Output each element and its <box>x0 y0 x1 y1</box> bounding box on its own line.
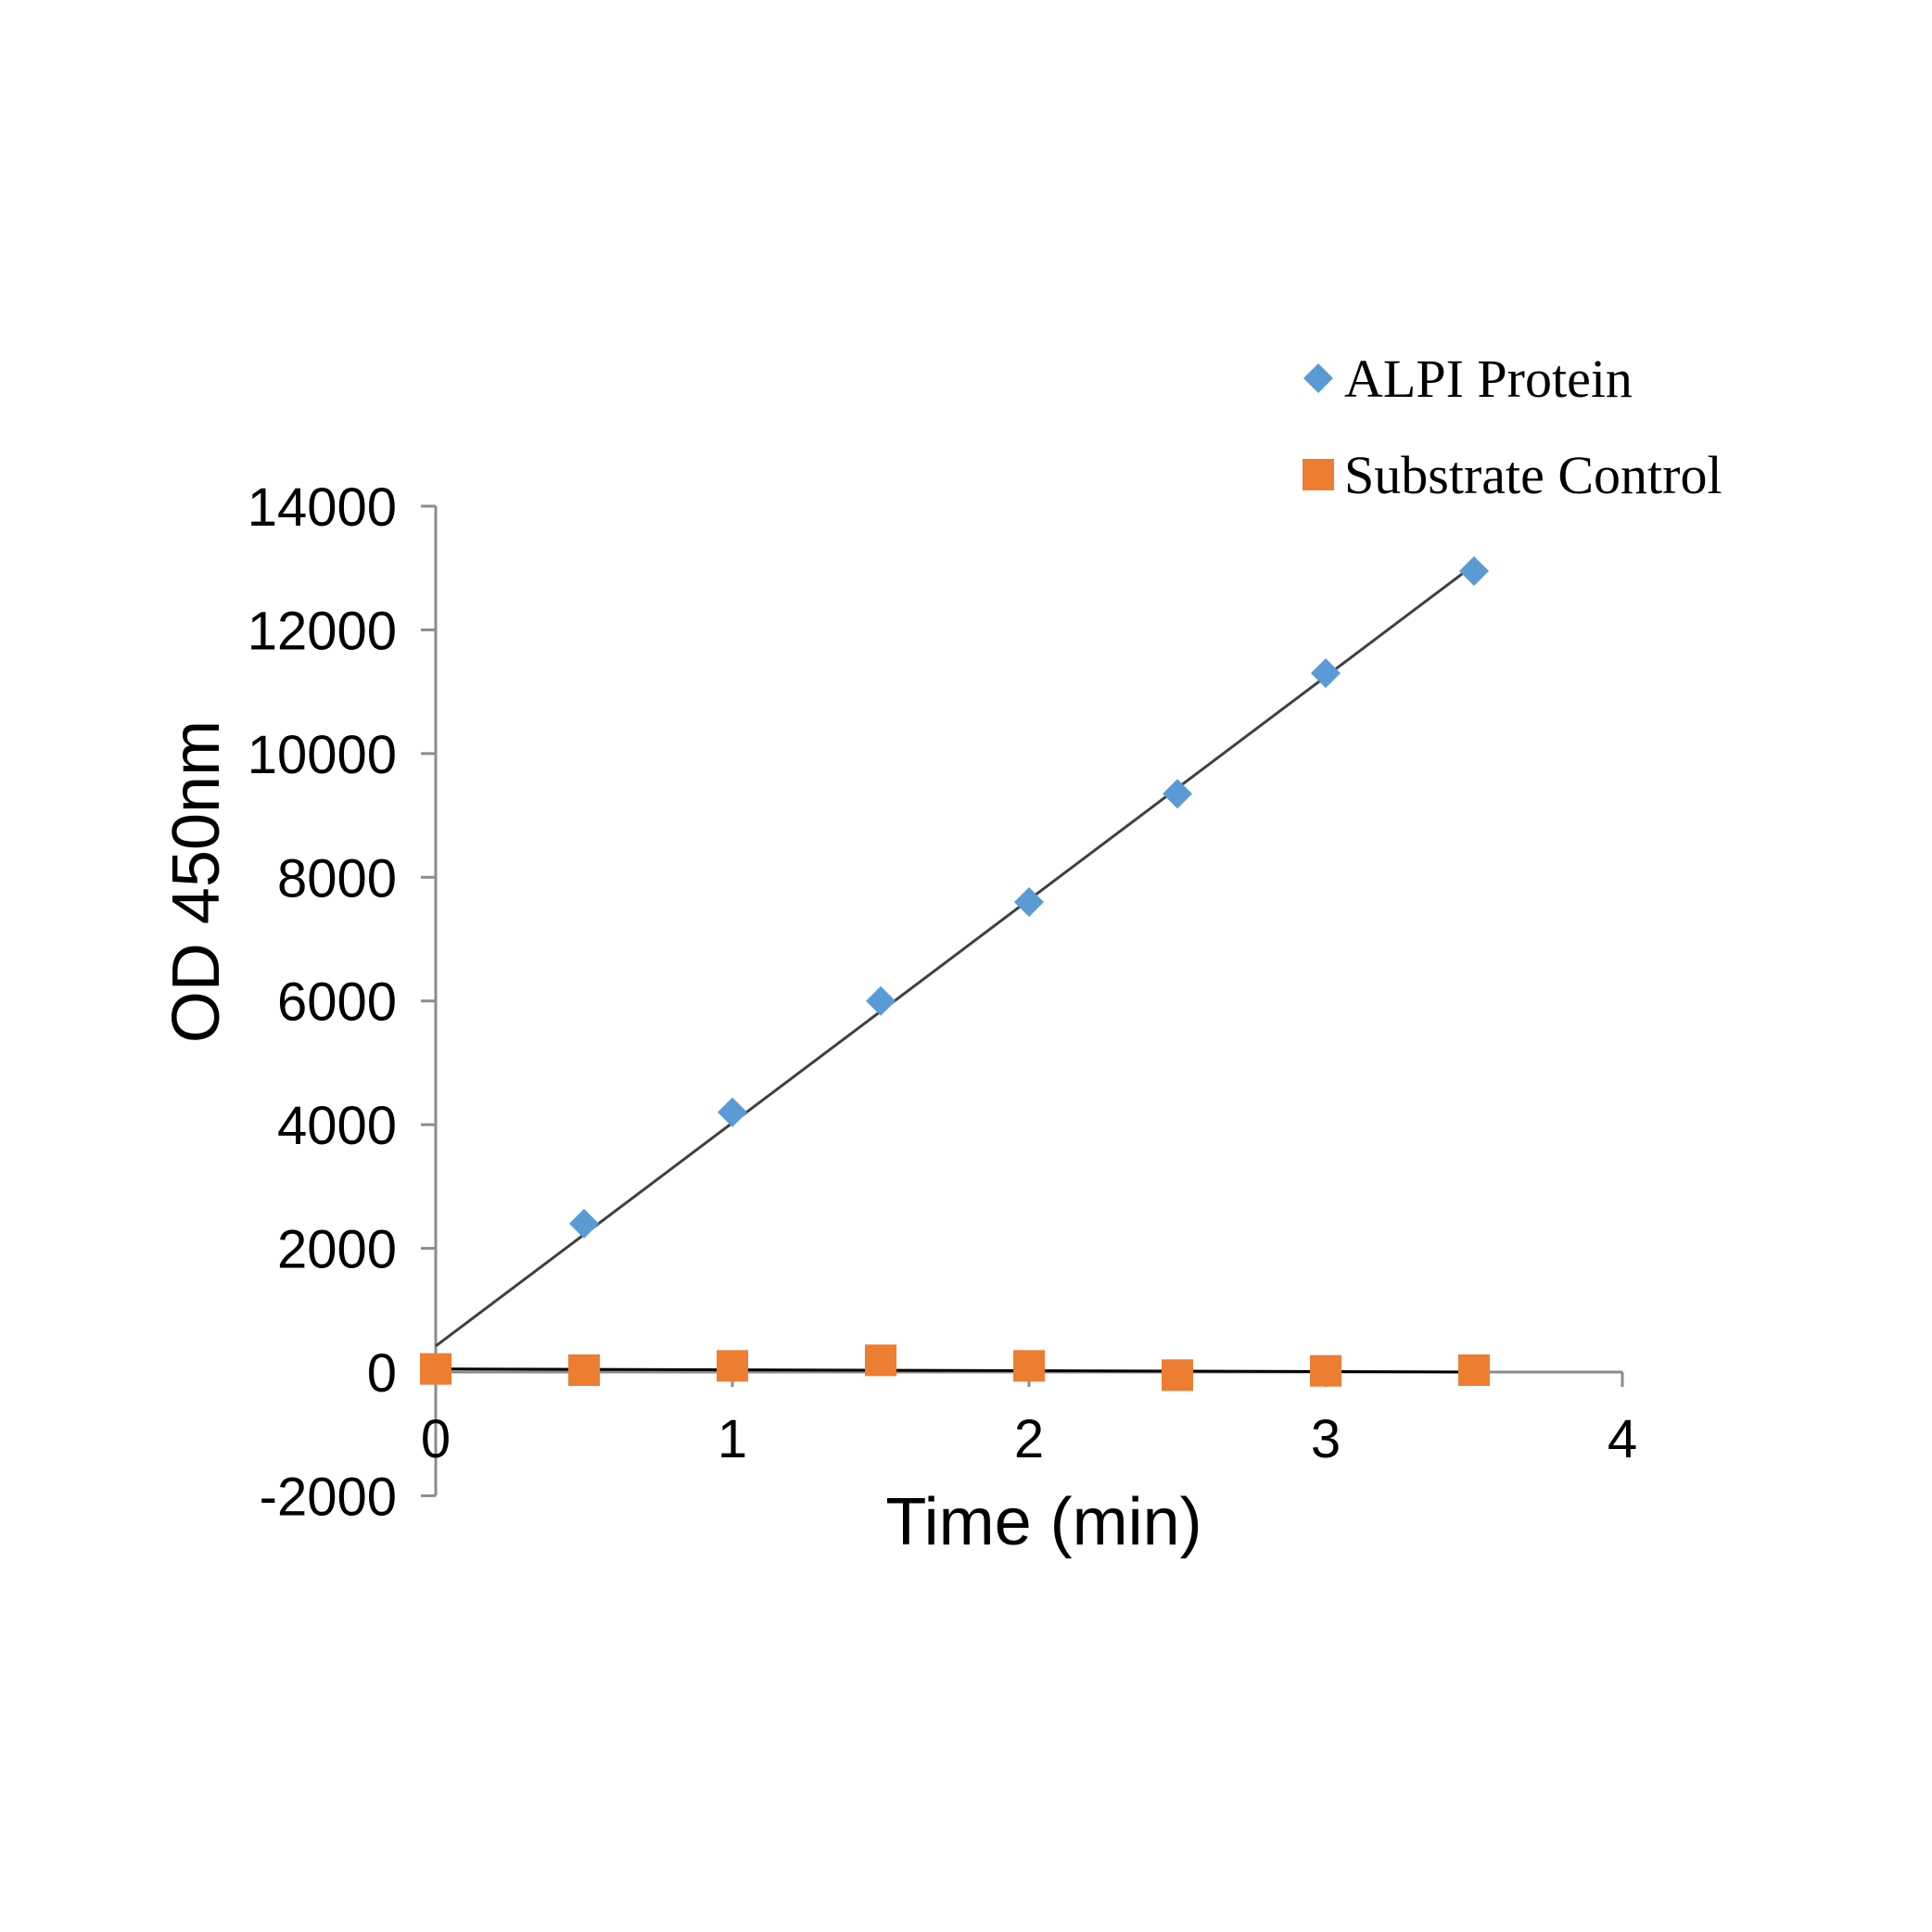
y-tick-label: 2000 <box>277 1220 397 1280</box>
alpi-protein-point <box>1459 556 1489 587</box>
alpi-protein-point <box>718 1097 747 1127</box>
y-tick-label: 4000 <box>277 1096 397 1156</box>
y-tick-label: -2000 <box>260 1467 397 1527</box>
x-axis-title: Time (min) <box>885 1485 1201 1559</box>
x-tick-label: 1 <box>718 1409 747 1469</box>
substrate-control-point <box>1458 1354 1490 1386</box>
axes: -2000 0 2000 4000 6000 8000 10000 12000 14000 0 1 2… <box>248 477 1637 1527</box>
legend-label: Substrate Control <box>1344 445 1722 505</box>
substrate-control-point <box>1310 1354 1341 1387</box>
y-tick-label: 6000 <box>277 972 397 1033</box>
y-axis-title: OD 450nm <box>159 720 234 1043</box>
substrate-control-point <box>865 1344 896 1377</box>
y-tick-label: 14000 <box>248 477 397 538</box>
legend-marker <box>1303 459 1334 490</box>
legend-label: ALPI Protein <box>1344 349 1633 409</box>
y-tick-label: 12000 <box>248 601 397 661</box>
substrate-control-point <box>420 1353 451 1385</box>
x-tick-label: 0 <box>421 1409 451 1469</box>
alpi-protein-point <box>1311 658 1341 689</box>
x-tick-label: 3 <box>1311 1409 1341 1469</box>
y-tick-label: 8000 <box>277 848 397 909</box>
trendline <box>435 1367 1475 1374</box>
alpi-protein-point <box>1014 886 1044 917</box>
x-tick-label: 4 <box>1608 1409 1637 1469</box>
alpi-protein-point <box>866 985 896 1016</box>
alpi-protein-point <box>569 1208 599 1239</box>
substrate-control-point <box>568 1354 600 1386</box>
substrate-control-point <box>1013 1350 1045 1382</box>
substrate-control-point <box>1162 1359 1193 1392</box>
legend-marker <box>1303 363 1333 393</box>
legend: ALPI Protein Substrate Control <box>1303 349 1722 505</box>
x-tick-label: 2 <box>1014 1409 1044 1469</box>
trendlines <box>435 564 1475 1374</box>
trendline <box>435 564 1475 1348</box>
substrate-control-point <box>717 1350 748 1382</box>
alpi-protein-point <box>1163 779 1192 809</box>
y-tick-label: 0 <box>367 1343 397 1404</box>
y-tick-label: 10000 <box>248 725 397 785</box>
data-points <box>420 556 1490 1392</box>
